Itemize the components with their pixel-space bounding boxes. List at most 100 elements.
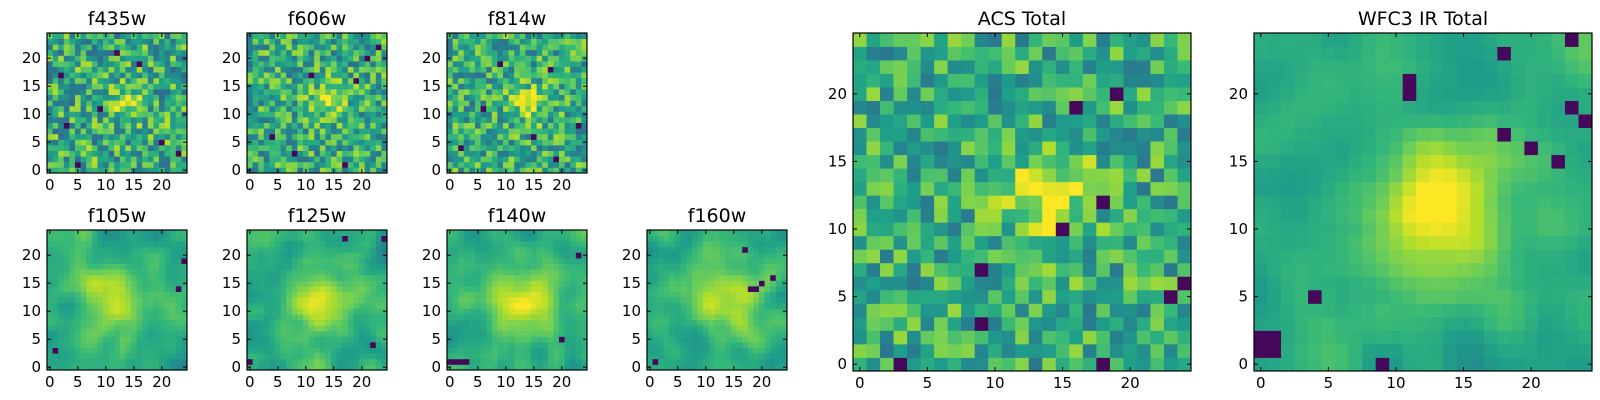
- heatmap-cell: [370, 150, 377, 157]
- heatmap-cell: [142, 252, 149, 259]
- heatmap-cell: [570, 358, 577, 365]
- heatmap-cell: [164, 269, 171, 276]
- heatmap-cell: [458, 364, 465, 371]
- heatmap-cell: [370, 353, 377, 360]
- heatmap-cell: [314, 291, 321, 298]
- heatmap-cell: [364, 111, 371, 118]
- heatmap-cell: [314, 139, 321, 146]
- heatmap-cell: [63, 330, 70, 337]
- heatmap-cell: [452, 105, 459, 112]
- heatmap-cell: [458, 258, 465, 264]
- heatmap-cell: [280, 319, 287, 326]
- heatmap-cell: [97, 156, 104, 163]
- heatmap-cell: [575, 105, 582, 112]
- heatmap-cell: [669, 297, 676, 304]
- heatmap-cell: [131, 274, 137, 281]
- heatmap-cell: [575, 133, 582, 140]
- heatmap-cell: [58, 100, 65, 107]
- heatmap-cell: [153, 336, 160, 343]
- heatmap-cell: [308, 145, 315, 151]
- heatmap-cell: [764, 291, 771, 298]
- heatmap-cell: [119, 230, 126, 236]
- heatmap-cell: [469, 133, 476, 140]
- heatmap-cell: [1109, 303, 1124, 318]
- heatmap-cell: [542, 235, 549, 242]
- heatmap-cell: [491, 286, 498, 292]
- heatmap-cell: [353, 336, 360, 343]
- heatmap-cell: [58, 358, 65, 365]
- heatmap-cell: [75, 269, 81, 276]
- heatmap-cell: [147, 325, 154, 332]
- heatmap-cell: [497, 161, 504, 168]
- heatmap-cell: [263, 111, 270, 118]
- heatmap-cell: [103, 161, 109, 168]
- heatmap-cell: [503, 83, 509, 90]
- heatmap-cell: [131, 117, 137, 123]
- heatmap-cell: [663, 302, 670, 309]
- heatmap-cell: [669, 308, 676, 315]
- heatmap-cell: [536, 94, 543, 101]
- heatmap-cell: [336, 319, 343, 326]
- heatmap-cell: [331, 83, 337, 90]
- heatmap-cell: [164, 111, 171, 118]
- heatmap-cell: [275, 330, 281, 337]
- heatmap-cell: [336, 89, 343, 95]
- heatmap-cell: [75, 291, 81, 298]
- heatmap-cell: [525, 61, 532, 67]
- heatmap-cell: [663, 291, 670, 298]
- heatmap-cell: [263, 49, 270, 56]
- heatmap-cell: [58, 156, 65, 163]
- heatmap-cell: [503, 235, 509, 242]
- heatmap-cell: [669, 269, 676, 276]
- heatmap-cell: [108, 33, 115, 39]
- panel-title: f814w: [488, 8, 547, 30]
- heatmap-cell: [47, 286, 53, 292]
- heatmap-cell: [303, 77, 309, 84]
- heatmap-cell: [247, 44, 253, 51]
- heatmap-cell: [258, 100, 265, 107]
- heatmap-cell: [1150, 330, 1165, 345]
- heatmap-cell: [125, 347, 132, 354]
- heatmap-cell: [359, 100, 365, 107]
- heatmap-cell: [103, 325, 109, 332]
- heatmap-cell: [503, 61, 509, 67]
- heatmap-cell: [97, 308, 104, 315]
- heatmap-cell: [934, 303, 949, 318]
- y-tick-label: 0: [231, 161, 241, 179]
- heatmap-cell: [308, 347, 315, 354]
- heatmap-cell: [336, 274, 343, 281]
- heatmap-cell: [974, 276, 989, 291]
- heatmap-cell: [364, 325, 371, 332]
- heatmap-cell: [359, 44, 365, 51]
- heatmap-cell: [375, 145, 382, 151]
- heatmap-cell: [525, 49, 532, 56]
- heatmap-cell: [503, 336, 509, 343]
- heatmap-cell: [770, 274, 777, 281]
- heatmap-cell: [553, 286, 560, 292]
- heatmap-cell: [508, 235, 515, 242]
- heatmap-cell: [759, 297, 765, 304]
- heatmap-cell: [947, 222, 962, 237]
- heatmap-cell: [170, 286, 177, 292]
- heatmap-cell: [503, 156, 509, 163]
- heatmap-cell: [308, 49, 315, 56]
- heatmap-cell: [103, 61, 109, 67]
- heatmap-cell: [131, 319, 137, 326]
- heatmap-cell: [153, 133, 160, 140]
- heatmap-cell: [342, 94, 349, 101]
- heatmap-cell: [536, 230, 543, 236]
- heatmap-cell: [291, 44, 298, 51]
- heatmap-cell: [86, 246, 93, 253]
- heatmap-cell: [714, 258, 721, 264]
- heatmap-cell: [714, 342, 721, 348]
- heatmap-cell: [1082, 357, 1097, 372]
- heatmap-cell: [480, 319, 487, 326]
- heatmap-cell: [559, 161, 565, 168]
- heatmap-cell: [170, 342, 177, 348]
- heatmap-cell: [547, 111, 554, 118]
- heatmap-cell: [136, 128, 143, 135]
- heatmap-cell: [252, 38, 259, 45]
- heatmap-cell: [63, 314, 70, 320]
- heatmap-cell: [503, 77, 509, 84]
- heatmap-cell: [497, 353, 504, 360]
